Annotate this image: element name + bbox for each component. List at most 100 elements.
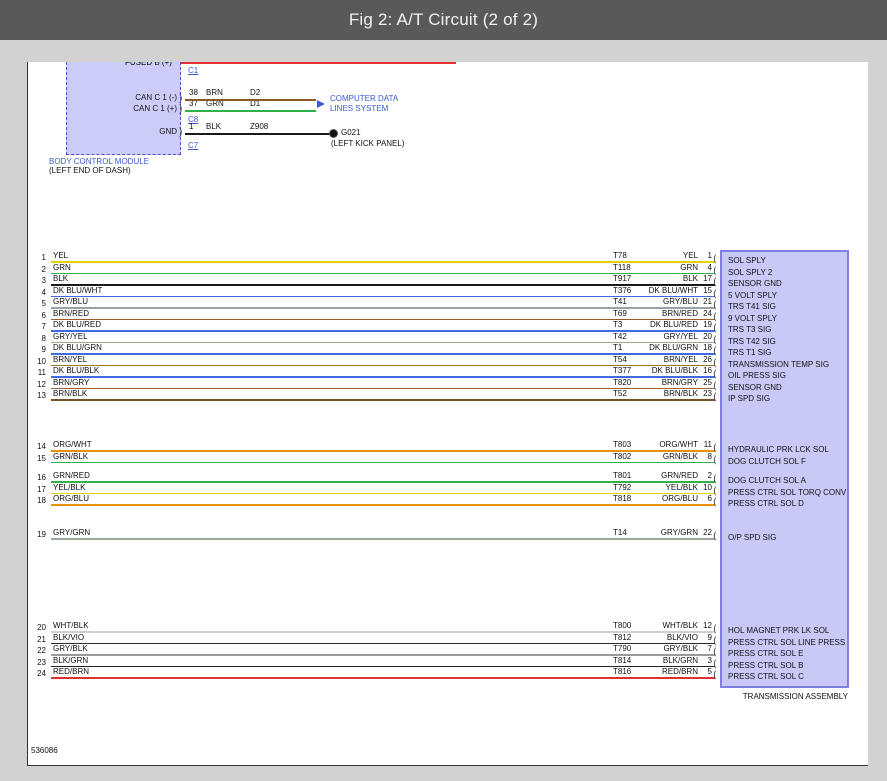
wire-connector-code: T1 xyxy=(613,343,623,352)
wire-pin-number: 11 xyxy=(703,440,712,449)
wire-right-color-label: DK BLU/GRN xyxy=(649,343,698,352)
wire-left-number: 14 xyxy=(37,442,46,451)
wire-color-label: DK BLU/WHT xyxy=(53,285,103,295)
connector-bracket: ( xyxy=(713,265,717,277)
connector-bracket: ( xyxy=(713,288,717,300)
connector-label-c1[interactable]: C1 xyxy=(188,66,199,75)
wire-right-color-label: GRN xyxy=(680,262,698,272)
signal-label: TRS T1 SIG xyxy=(728,348,772,357)
wire-pin-number: 20 xyxy=(703,331,712,341)
bcm-pin-label-gnd: GND xyxy=(159,127,177,136)
wire-pin-number: 9 xyxy=(707,632,712,642)
wire-line xyxy=(51,307,715,309)
bcm-wire-color: BRN xyxy=(206,88,223,97)
wire-right-color-label: GRY/YEL xyxy=(663,331,698,341)
wire-connector-code: T42 xyxy=(613,331,627,341)
bcm-location: (LEFT END OF DASH) xyxy=(49,166,131,175)
wire-pin-number: 1 xyxy=(707,251,712,260)
wire-connector-code: T52 xyxy=(613,389,627,398)
wire-pin-number: 2 xyxy=(707,471,712,480)
wire-connector-code: T801 xyxy=(613,471,632,480)
connector-label-c7[interactable]: C7 xyxy=(188,141,199,150)
wire-right-color-label: BRN/YEL xyxy=(663,354,698,364)
connector-bracket: ( xyxy=(713,323,717,334)
wire-connector-code: T377 xyxy=(613,366,632,375)
wire-color-label: BRN/GRY xyxy=(53,377,90,387)
wire-color-label: YEL/BLK xyxy=(53,482,86,492)
destination-label-line2[interactable]: LINES SYSTEM xyxy=(330,104,389,113)
connector-bracket: ( xyxy=(713,380,717,392)
body-control-module-box: FUSED B (+) xyxy=(66,62,181,155)
wire-pin-number: 22 xyxy=(703,528,712,537)
wire-line xyxy=(51,261,715,263)
can-minus-wire xyxy=(185,99,316,101)
wire-right-color-label: GRY/BLU xyxy=(663,297,698,306)
connector-bracket: ( xyxy=(713,531,717,542)
wire-color-label: GRY/YEL xyxy=(53,331,88,341)
connector-label-c8[interactable]: C8 xyxy=(188,115,199,124)
signal-label: SOL SPLY 2 xyxy=(728,267,773,277)
signal-label: PRESS CTRL SOL LINE PRESS xyxy=(728,637,846,647)
wire-pin-number: 12 xyxy=(703,621,712,630)
wire-connector-code: T816 xyxy=(613,667,632,676)
wire-color-label: BLK/GRN xyxy=(53,655,89,665)
wire-line xyxy=(51,272,715,275)
wire-connector-code: T792 xyxy=(613,482,632,492)
can-plus-wire xyxy=(185,110,316,112)
wire-left-number: 4 xyxy=(41,287,46,297)
wire-left-number: 20 xyxy=(37,623,46,632)
connector-bracket: ( xyxy=(713,357,717,369)
connector-bracket: ( xyxy=(713,454,717,466)
signal-label: DOG CLUTCH SOL F xyxy=(728,456,806,466)
wire-color-label: BRN/RED xyxy=(53,308,90,318)
wire-pin-number: 4 xyxy=(707,262,712,272)
transmission-assembly-box xyxy=(720,250,849,688)
wire-line xyxy=(51,461,715,464)
wire-color-label: GRN/BLK xyxy=(53,451,89,461)
wire-left-number: 24 xyxy=(37,669,46,678)
wire-pin-number: 16 xyxy=(703,366,712,375)
wire-color-label: GRY/GRN xyxy=(53,528,91,537)
wire-right-color-label: BRN/RED xyxy=(661,308,698,318)
wire-right-color-label: ORG/BLU xyxy=(661,494,698,503)
signal-label: DOG CLUTCH SOL A xyxy=(728,476,806,485)
wire-right-color-label: GRY/BLK xyxy=(663,644,698,653)
wire-connector-code: T78 xyxy=(613,251,627,260)
wire-pin-number: 18 xyxy=(703,343,712,352)
bcm-name[interactable]: BODY CONTROL MODULE xyxy=(49,157,150,166)
wire-pin-number: 7 xyxy=(707,644,712,653)
signal-label: PRESS CTRL SOL E xyxy=(728,649,804,658)
connector-bracket: ) xyxy=(179,93,183,104)
wire-color-label: WHT/BLK xyxy=(53,621,89,630)
wire-color-label: ORG/WHT xyxy=(53,440,92,449)
wire-right-color-label: ORG/WHT xyxy=(659,440,698,449)
wires-layer: 1 YEL T78 YEL 1(SOL SPLY 2 GRN T118 GRN 4(SOL SPL… xyxy=(28,62,868,765)
connector-bracket: ( xyxy=(713,369,717,380)
signal-label: OIL PRESS SIG xyxy=(728,371,786,380)
wire-pin-number: 10 xyxy=(703,482,712,492)
wire-connector-code: T803 xyxy=(613,440,632,449)
wire-color-label: BRN/BLK xyxy=(53,389,88,398)
wire-color-label: GRY/BLU xyxy=(53,297,88,306)
wire-right-color-label: DK BLU/WHT xyxy=(648,285,698,295)
bcm-pin-label-can-minus: CAN C 1 (-) xyxy=(135,93,177,102)
wire-left-number: 9 xyxy=(41,345,46,354)
wire-color-label: DK BLU/RED xyxy=(53,320,102,329)
wire-line xyxy=(51,504,715,506)
connector-bracket: ( xyxy=(713,624,717,635)
bcm-pin-number: 38 xyxy=(189,88,198,97)
signal-label: IP SPD SIG xyxy=(728,394,771,403)
connector-bracket: ) xyxy=(179,127,183,138)
wire-line xyxy=(51,677,715,679)
wire-connector-code: T41 xyxy=(613,297,627,306)
wire-line xyxy=(51,284,715,286)
wire-line xyxy=(51,450,715,452)
connector-bracket: ( xyxy=(713,647,717,658)
wire-right-color-label: YEL/BLK xyxy=(665,482,698,492)
destination-label-line1[interactable]: COMPUTER DATA xyxy=(330,94,399,103)
wire-pin-number: 5 xyxy=(707,667,712,676)
wire-connector-code: T812 xyxy=(613,632,632,642)
wire-connector-code: T800 xyxy=(613,621,632,630)
signal-label: TRS T3 SIG xyxy=(728,325,772,334)
offpage-arrow-icon xyxy=(317,100,325,108)
